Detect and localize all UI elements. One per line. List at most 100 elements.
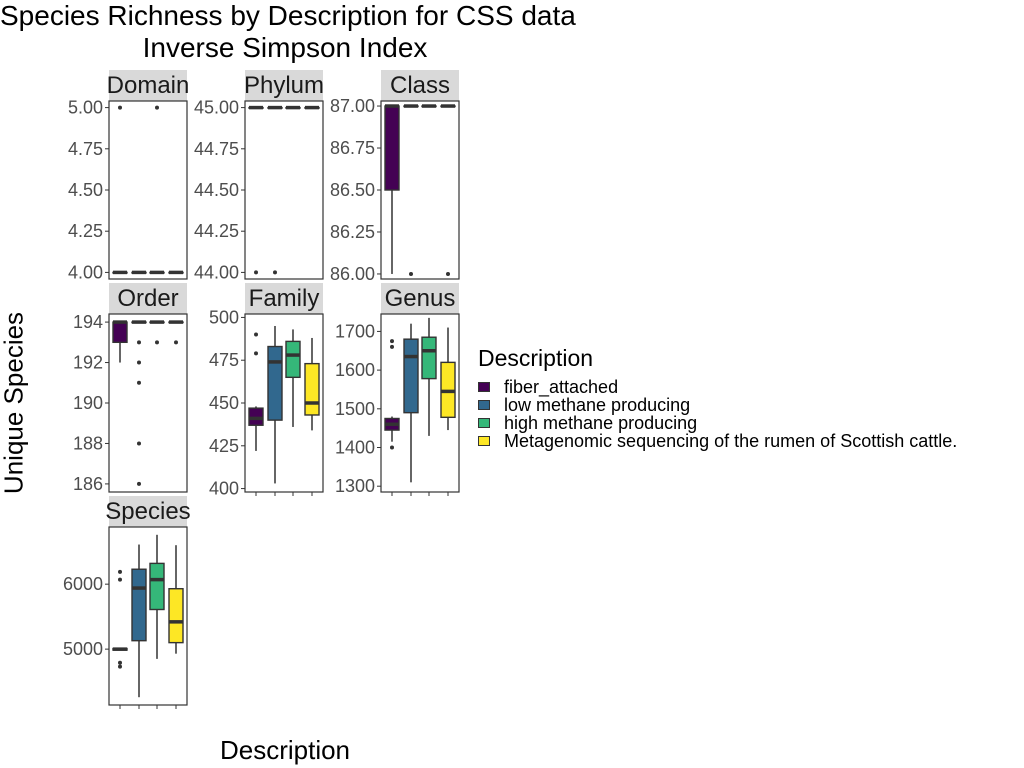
facet-strip-label: Family [249, 285, 320, 312]
outlier-point [118, 664, 122, 669]
outlier-point [390, 344, 394, 349]
outlier-point [137, 481, 141, 486]
y-tick-label: 450 [209, 393, 239, 413]
y-tick-label: 6000 [63, 574, 103, 594]
y-tick-label: 1700 [335, 321, 375, 341]
y-tick-label: 86.25 [330, 222, 375, 242]
outlier-point [254, 351, 258, 356]
outlier-point [118, 577, 122, 582]
y-tick-label: 86.75 [330, 138, 375, 158]
box [149, 562, 165, 611]
legend-item: fiber_attached [478, 377, 957, 397]
box [285, 340, 301, 379]
box [403, 338, 419, 414]
facet-strip [381, 283, 459, 314]
y-tick-label: 5.00 [68, 98, 103, 118]
chart-title: Species Richness by Description for CSS … [0, 0, 576, 64]
panel-border [244, 100, 324, 280]
y-tick-label: 5000 [63, 639, 103, 659]
y-tick-label: 45.00 [194, 98, 239, 118]
chart-title-line-2: Inverse Simpson Index [142, 32, 428, 63]
y-tick-label: 4.75 [68, 139, 103, 159]
legend-title: Description [478, 345, 594, 371]
box [168, 588, 184, 644]
outlier-point [137, 380, 141, 385]
box [304, 362, 320, 416]
facet-strip [109, 70, 187, 101]
y-tick-label: 188 [73, 433, 103, 453]
y-tick-label: 44.75 [194, 139, 239, 159]
panel-border [380, 313, 460, 493]
outlier-point [118, 569, 122, 574]
facet-strip-label: Species [105, 498, 190, 525]
y-tick-label: 4.25 [68, 221, 103, 241]
legend-key [478, 436, 490, 446]
y-tick-label: 500 [209, 307, 239, 327]
outlier-point [390, 445, 394, 450]
outlier-point [273, 270, 277, 275]
y-tick-label: 4.00 [68, 262, 103, 282]
outlier-point [137, 360, 141, 365]
panel-border [108, 100, 188, 280]
y-tick-label: 1500 [335, 399, 375, 419]
legend-item: high methane producing [478, 412, 957, 433]
legend: Description fiber_attached low methane p… [478, 345, 958, 451]
y-tick-label: 44.00 [194, 262, 239, 282]
y-tick-label: 475 [209, 350, 239, 370]
outlier-point [155, 105, 159, 110]
y-tick-label: 186 [73, 474, 103, 494]
outlier-point [409, 271, 413, 276]
legend-label: Metagenomic sequencing of the rumen of S… [504, 430, 958, 451]
legend-item: Metagenomic sequencing of the rumen of S… [478, 430, 958, 451]
x-axis-label: Description [219, 735, 351, 765]
panel-background [109, 314, 187, 492]
facet-strip-label: Class [390, 72, 450, 99]
legend-item: low methane producing [478, 394, 957, 415]
y-tick-label: 87.00 [330, 96, 375, 116]
y-tick-label: 425 [209, 436, 239, 456]
panel-border [108, 313, 188, 493]
chart-title-line-1: Species Richness by Description for CSS … [0, 0, 576, 31]
box [421, 336, 437, 380]
facet-strip [245, 70, 323, 101]
y-tick-label: 44.50 [194, 180, 239, 200]
outlier-point [390, 339, 394, 344]
legend-key [478, 400, 490, 410]
outlier-point [155, 340, 159, 345]
legend-label: high methane producing [504, 412, 698, 433]
outlier-point [446, 271, 450, 276]
panel-border [244, 313, 324, 493]
panel-background [109, 101, 187, 279]
outlier-point [118, 105, 122, 110]
box [131, 568, 147, 642]
facet-strip-label: Phylum [244, 72, 324, 99]
facet-strip [245, 283, 323, 314]
outlier-point [137, 441, 141, 446]
outlier-point [254, 270, 258, 275]
y-tick-label: 86.00 [330, 264, 375, 284]
y-tick-label: 4.50 [68, 180, 103, 200]
y-tick-label: 1400 [335, 438, 375, 458]
outlier-point [174, 340, 178, 345]
panel-background [245, 101, 323, 279]
facet-strip-label: Order [117, 285, 178, 312]
y-tick-label: 1300 [335, 476, 375, 496]
box [384, 105, 400, 191]
outlier-point [118, 660, 122, 665]
y-tick-label: 400 [209, 479, 239, 499]
box [267, 345, 283, 421]
facet-strip [381, 70, 459, 101]
box [112, 321, 128, 344]
y-tick-label: 1600 [335, 360, 375, 380]
panel-border [380, 100, 460, 280]
y-axis-label: Unique Species [0, 311, 29, 495]
y-tick-label: 86.50 [330, 180, 375, 200]
y-tick-label: 44.25 [194, 221, 239, 241]
y-tick-label: 194 [73, 312, 103, 332]
facet-strip-label: Domain [107, 72, 190, 99]
outlier-point [137, 340, 141, 345]
facet-strip-label: Genus [385, 285, 456, 312]
panel-border [108, 526, 188, 706]
legend-label: low methane producing [504, 394, 691, 415]
